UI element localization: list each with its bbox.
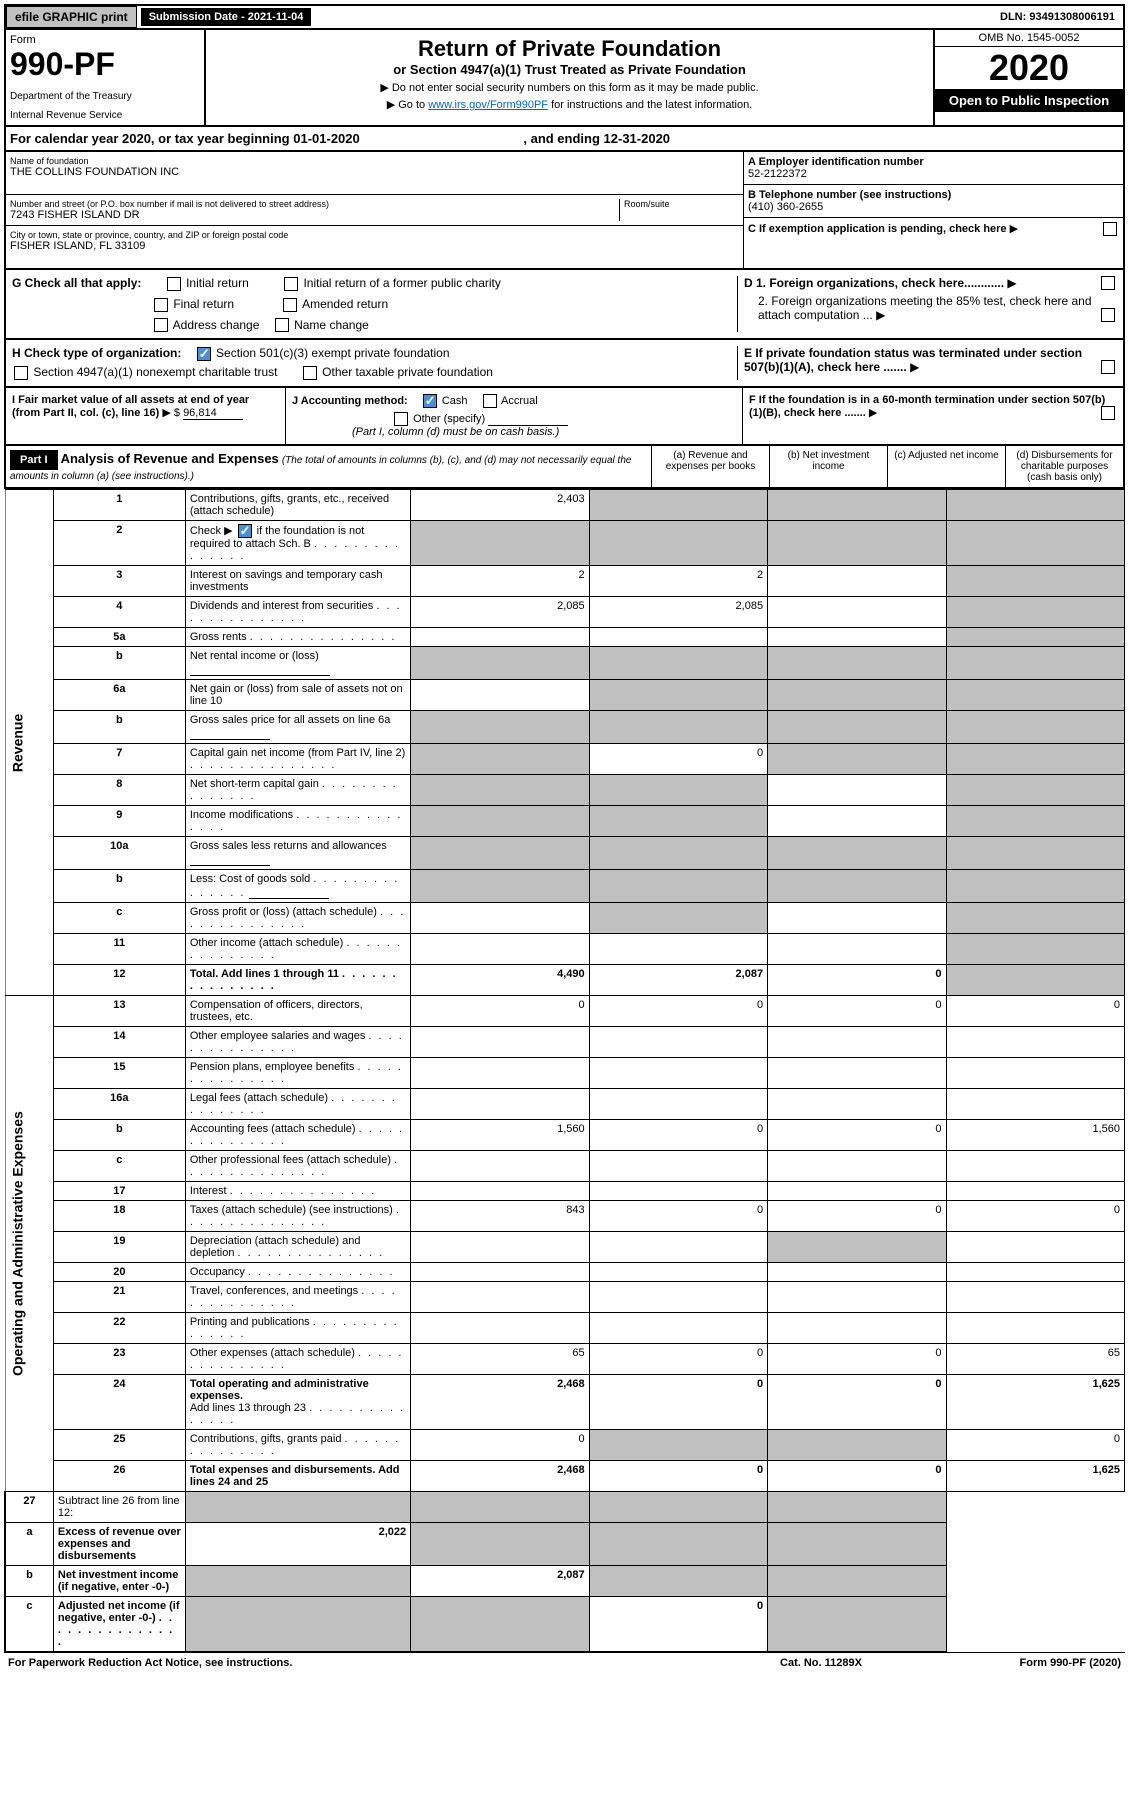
dept-treasury: Department of the Treasury xyxy=(10,91,200,102)
e-checkbox[interactable] xyxy=(1101,360,1115,374)
ein-label: A Employer identification number xyxy=(748,156,1119,168)
paperwork-notice: For Paperwork Reduction Act Notice, see … xyxy=(8,1657,721,1669)
d1-checkbox[interactable] xyxy=(1101,276,1115,290)
submission-date-label: Submission Date - 2021-11-04 xyxy=(141,8,312,26)
phone-value: (410) 360-2655 xyxy=(748,201,1119,213)
form-footer-label: Form 990-PF (2020) xyxy=(921,1657,1121,1669)
expenses-side-label: Operating and Administrative Expenses xyxy=(5,996,53,1492)
room-label: Room/suite xyxy=(624,199,739,209)
bottom-checks: I Fair market value of all assets at end… xyxy=(4,388,1125,446)
open-public-badge: Open to Public Inspection xyxy=(935,89,1123,112)
col-b-header: (b) Net investment income xyxy=(769,446,887,487)
4947-checkbox[interactable] xyxy=(14,366,28,380)
city-state-zip: FISHER ISLAND, FL 33109 xyxy=(10,240,739,252)
501c3-checkbox[interactable] xyxy=(197,347,211,361)
sch-b-checkbox[interactable] xyxy=(238,524,252,538)
h-label: H Check type of organization: xyxy=(12,346,181,360)
top-bar: efile GRAPHIC print Submission Date - 20… xyxy=(4,4,1125,30)
form-subtitle: or Section 4947(a)(1) Trust Treated as P… xyxy=(212,62,927,77)
final-return-checkbox[interactable] xyxy=(154,298,168,312)
ein-value: 52-2122372 xyxy=(748,168,1119,180)
initial-return-checkbox[interactable] xyxy=(167,277,181,291)
arrow-icon: ▶ xyxy=(1010,222,1018,235)
g-label: G Check all that apply: xyxy=(12,276,141,290)
initial-former-checkbox[interactable] xyxy=(284,277,298,291)
entity-info: Name of foundation THE COLLINS FOUNDATIO… xyxy=(4,152,1125,270)
tax-year: 2020 xyxy=(935,47,1123,89)
street-address: 7243 FISHER ISLAND DR xyxy=(10,209,619,221)
j-note: (Part I, column (d) must be on cash basi… xyxy=(352,426,736,438)
name-label: Name of foundation xyxy=(10,156,739,166)
address-change-checkbox[interactable] xyxy=(154,318,168,332)
c-checkbox[interactable] xyxy=(1103,222,1117,236)
page-footer: For Paperwork Reduction Act Notice, see … xyxy=(4,1652,1125,1673)
other-taxable-checkbox[interactable] xyxy=(303,366,317,380)
city-label: City or town, state or province, country… xyxy=(10,230,739,240)
phone-label: B Telephone number (see instructions) xyxy=(748,189,1119,201)
dept-irs: Internal Revenue Service xyxy=(10,110,200,121)
d2-checkbox[interactable] xyxy=(1101,308,1115,322)
check-section-g: G Check all that apply: Initial return I… xyxy=(4,270,1125,340)
form990pf-link[interactable]: www.irs.gov/Form990PF xyxy=(428,99,548,111)
cash-checkbox[interactable] xyxy=(423,394,437,408)
form-number: 990-PF xyxy=(10,46,200,83)
cat-number: Cat. No. 11289X xyxy=(721,1657,921,1669)
efile-print-button[interactable]: efile GRAPHIC print xyxy=(6,6,137,28)
instruction-ssn: ▶ Do not enter social security numbers o… xyxy=(212,81,927,94)
f-checkbox[interactable] xyxy=(1101,406,1115,420)
part1-table: Revenue 1Contributions, gifts, grants, e… xyxy=(4,489,1125,1652)
f-label: F If the foundation is in a 60-month ter… xyxy=(749,394,1105,419)
part1-title: Analysis of Revenue and Expenses xyxy=(61,451,279,466)
form-label: Form xyxy=(10,34,200,46)
form-title: Return of Private Foundation xyxy=(212,36,927,62)
check-section-h: H Check type of organization: Section 50… xyxy=(4,340,1125,388)
calendar-year-row: For calendar year 2020, or tax year begi… xyxy=(4,127,1125,152)
j-label: J Accounting method: xyxy=(292,395,408,407)
c-label: C If exemption application is pending, c… xyxy=(748,223,1007,235)
foundation-name: THE COLLINS FOUNDATION INC xyxy=(10,166,739,178)
part1-header-row: Part I Analysis of Revenue and Expenses … xyxy=(4,446,1125,489)
col-d-header: (d) Disbursements for charitable purpose… xyxy=(1005,446,1123,487)
fmv-value: 96,814 xyxy=(183,407,243,420)
d1-label: D 1. Foreign organizations, check here..… xyxy=(744,276,1004,290)
amended-return-checkbox[interactable] xyxy=(283,298,297,312)
revenue-side-label: Revenue xyxy=(5,490,53,996)
addr-label: Number and street (or P.O. box number if… xyxy=(10,199,619,209)
part1-badge: Part I xyxy=(10,450,58,470)
form-header: Form 990-PF Department of the Treasury I… xyxy=(4,30,1125,127)
d2-label: 2. Foreign organizations meeting the 85%… xyxy=(758,294,1092,322)
instruction-link-row: ▶ Go to www.irs.gov/Form990PF for instru… xyxy=(212,98,927,111)
dln-label: DLN: 93491308006191 xyxy=(992,8,1123,26)
name-change-checkbox[interactable] xyxy=(275,318,289,332)
accrual-checkbox[interactable] xyxy=(483,394,497,408)
col-a-header: (a) Revenue and expenses per books xyxy=(651,446,769,487)
omb-number: OMB No. 1545-0052 xyxy=(935,30,1123,47)
other-method-checkbox[interactable] xyxy=(394,412,408,426)
col-c-header: (c) Adjusted net income xyxy=(887,446,1005,487)
